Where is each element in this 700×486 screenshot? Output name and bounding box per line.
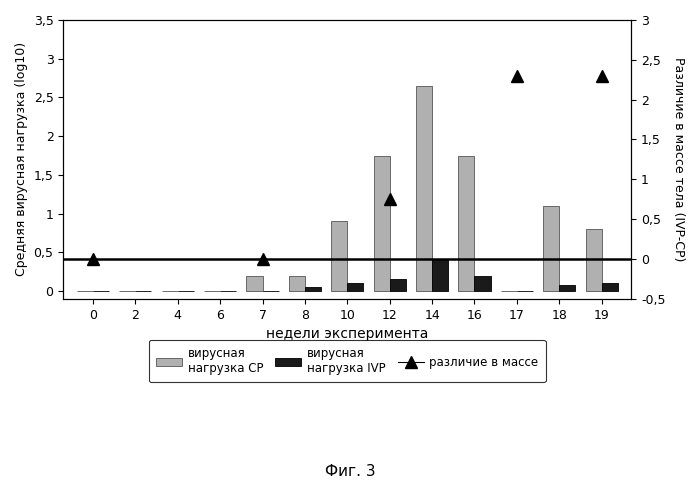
Bar (305, 287, 321, 291)
различие в массе (512, 73, 521, 79)
Y-axis label: Различие в массе тела (IVP-CP): Различие в массе тела (IVP-CP) (672, 57, 685, 261)
различие в массе (89, 256, 97, 262)
Text: Фиг. 3: Фиг. 3 (325, 464, 375, 479)
различие в массе (258, 256, 267, 262)
различие в массе (386, 196, 394, 202)
Bar (331, 222, 347, 291)
Legend: вирусная
нагрузка CP, вирусная
нагрузка IVP, различие в массе: вирусная нагрузка CP, вирусная нагрузка … (149, 340, 545, 382)
Bar (458, 156, 475, 291)
Bar (559, 285, 575, 291)
X-axis label: недели эксперимента: недели эксперимента (266, 327, 428, 341)
Bar (390, 279, 406, 291)
Bar (246, 276, 262, 291)
Bar (543, 206, 559, 291)
Bar (289, 276, 305, 291)
Bar (475, 276, 491, 291)
Y-axis label: Средняя вирусная нагрузка (log10): Средняя вирусная нагрузка (log10) (15, 42, 28, 277)
Bar (585, 229, 602, 291)
Bar (374, 156, 390, 291)
Bar (416, 86, 432, 291)
Bar (432, 260, 448, 291)
Bar (602, 283, 618, 291)
различие в массе (598, 73, 606, 79)
Bar (347, 283, 363, 291)
Line: различие в массе: различие в массе (88, 70, 607, 264)
